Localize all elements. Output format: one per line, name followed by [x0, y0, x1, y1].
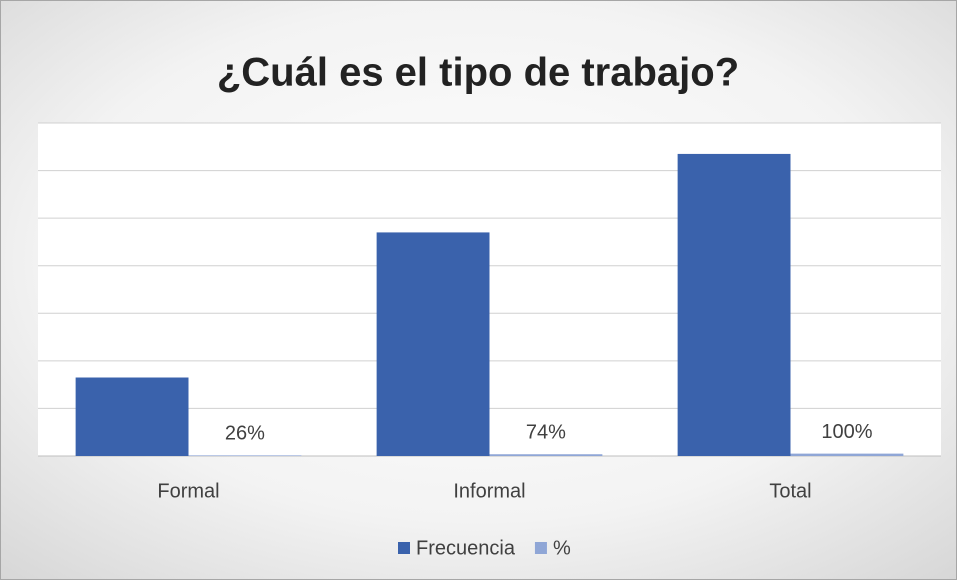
legend-swatch — [398, 542, 410, 554]
data-label: 100% — [821, 421, 872, 443]
bar — [790, 453, 904, 456]
data-label: 26% — [225, 423, 265, 445]
bar — [489, 454, 603, 456]
data-label: 74% — [526, 422, 566, 444]
bar — [75, 377, 189, 456]
legend-label: % — [553, 537, 571, 559]
bar — [376, 232, 490, 456]
legend-label: Frecuencia — [416, 537, 516, 559]
bar — [188, 455, 302, 456]
chart-title: ¿Cuál es el tipo de trabajo? — [217, 51, 739, 95]
x-tick-label: Total — [769, 480, 811, 502]
x-tick-label: Informal — [453, 480, 525, 502]
bar — [677, 153, 791, 456]
x-tick-label: Formal — [157, 480, 219, 502]
legend-swatch — [534, 542, 547, 554]
